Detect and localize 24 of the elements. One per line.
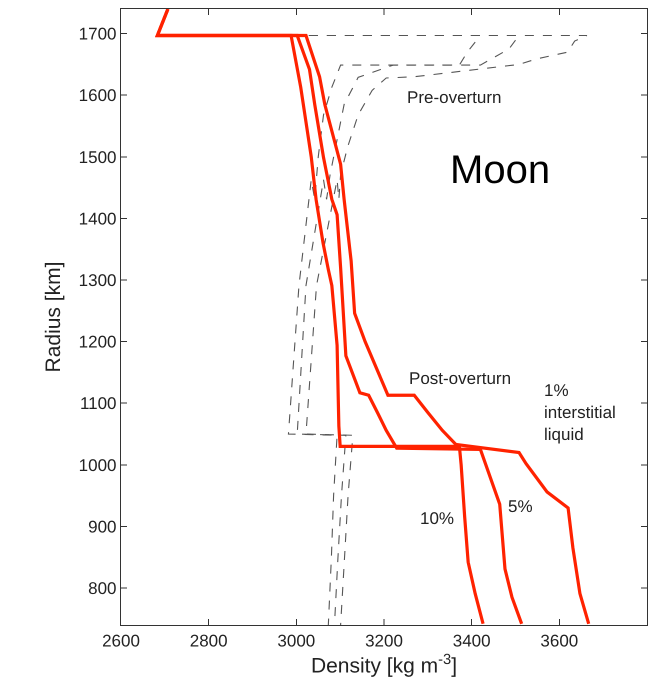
y-tick-label: 900 [88, 517, 116, 536]
annotation: Pre-overturn [407, 88, 502, 107]
y-tick-label: 1500 [78, 148, 116, 167]
x-tick-label: 3000 [277, 632, 316, 650]
x-tick-label: 2600 [102, 632, 140, 650]
annotation: 1% interstitial liquid [544, 381, 616, 444]
y-tick-label: 1400 [78, 209, 116, 228]
x-tick-label: 2800 [190, 632, 228, 650]
y-tick-label: 1700 [78, 24, 116, 44]
y-tick-label: 800 [88, 578, 116, 598]
x-tick-label: 3200 [365, 632, 403, 650]
y-axis-title: Radius [km] [42, 262, 65, 372]
x-axis-title: Density [kg m$^{-3}$] [310, 652, 458, 678]
y-tick-label: 1000 [78, 456, 116, 475]
y-tick-label: 1200 [78, 332, 116, 352]
x-tick-label: 3400 [452, 632, 491, 650]
x-tick-label: 3600 [540, 632, 578, 650]
y-tick-label: 1600 [78, 86, 116, 106]
y-tick-label: 1300 [78, 270, 116, 290]
annotation: Moon [450, 148, 550, 192]
annotation: Post-overturn [409, 369, 512, 388]
y-tick-label: 1100 [80, 394, 116, 414]
annotation: 5% [508, 497, 533, 516]
annotation: 10% [420, 509, 454, 528]
